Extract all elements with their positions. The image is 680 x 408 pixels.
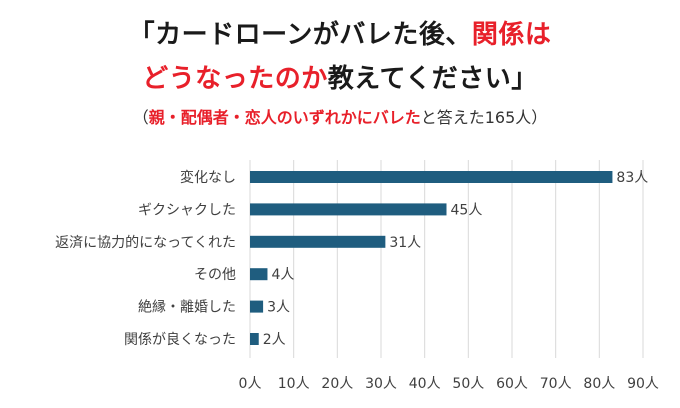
category-label: 返済に協力的になってくれた xyxy=(55,235,236,251)
title-black-part: 「カードローンがバレた後、 xyxy=(128,20,472,50)
chart-subtitle: （親・配偶者・恋人のいずれかにバレたと答えた165人） xyxy=(0,104,680,128)
title-black-part-2: 教えてください」 xyxy=(327,64,538,94)
category-label: 絶縁・離婚した xyxy=(138,299,236,316)
x-tick-label: 50人 xyxy=(452,376,484,392)
x-tick-label: 60人 xyxy=(496,376,528,392)
data-label: 3人 xyxy=(267,300,290,316)
x-tick-label: 80人 xyxy=(583,376,615,392)
chart-title-line2: どうなったのか教えてください」 xyxy=(0,58,680,95)
bar xyxy=(250,171,613,183)
bar xyxy=(250,300,264,313)
category-label: ギクシャクした xyxy=(138,202,236,218)
x-tick-label: 10人 xyxy=(278,376,310,392)
x-tick-label: 40人 xyxy=(409,376,441,392)
subtitle-open: （ xyxy=(132,108,149,127)
bar xyxy=(250,203,447,216)
bar xyxy=(250,268,268,281)
data-label: 83人 xyxy=(616,170,648,186)
category-label: その他 xyxy=(194,267,236,283)
gridlines xyxy=(249,160,644,358)
x-tick-label: 0人 xyxy=(239,376,262,392)
bars xyxy=(250,171,613,345)
x-tick-label: 70人 xyxy=(540,376,572,392)
x-tick-label: 90人 xyxy=(627,376,659,392)
x-tick-label: 20人 xyxy=(321,376,353,392)
data-label: 31人 xyxy=(389,235,421,251)
category-label: 関係が良くなった xyxy=(124,332,236,348)
category-label: 変化なし xyxy=(180,169,236,186)
bar xyxy=(250,333,259,345)
data-label: 2人 xyxy=(263,332,286,348)
title-red-part: 関係は xyxy=(471,20,552,50)
bar xyxy=(250,235,386,248)
chart-title-line1: 「カードローンがバレた後、関係は xyxy=(0,14,680,51)
data-label: 4人 xyxy=(271,267,294,283)
subtitle-highlight: 親・配偶者・恋人のいずれかにバレた xyxy=(148,108,421,127)
title-red-part-2: どうなったのか xyxy=(142,64,328,94)
x-tick-label: 30人 xyxy=(365,376,397,392)
labels: 0人 10人 20人 30人 40人 50人 60人 70人 80人 90人 変化なし 83人ギクシャ… xyxy=(55,169,659,392)
data-label: 45人 xyxy=(451,202,483,218)
subtitle-rest: と答えた165人） xyxy=(420,108,548,127)
